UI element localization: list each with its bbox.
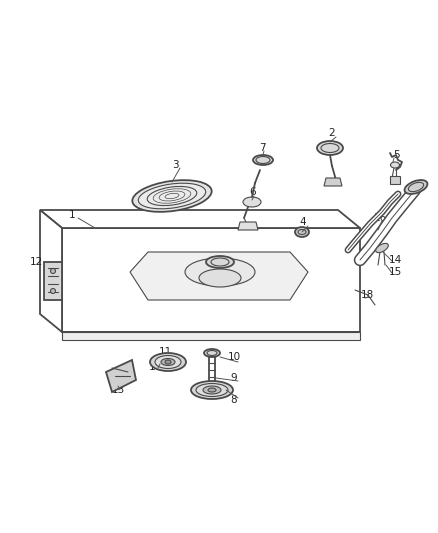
Ellipse shape [253,155,273,165]
Ellipse shape [376,244,389,253]
Text: 9: 9 [231,373,237,383]
Ellipse shape [50,269,56,273]
Text: 14: 14 [389,255,402,265]
Text: 5: 5 [394,150,400,160]
Text: 2: 2 [328,128,336,138]
Text: 13: 13 [111,385,125,395]
Text: 12: 12 [29,257,42,267]
Ellipse shape [150,353,186,371]
Polygon shape [130,252,308,300]
Ellipse shape [317,141,343,155]
Text: 8: 8 [231,395,237,405]
Text: 11: 11 [159,347,172,357]
Ellipse shape [50,288,56,294]
Text: 7: 7 [259,143,265,153]
Ellipse shape [203,386,221,394]
Text: 3: 3 [172,160,178,170]
Ellipse shape [405,180,427,194]
Text: 6: 6 [250,187,256,197]
Ellipse shape [155,356,181,368]
Polygon shape [324,178,342,186]
Ellipse shape [132,180,212,212]
Polygon shape [40,210,360,228]
Ellipse shape [391,162,399,168]
Text: 17: 17 [148,362,162,372]
Text: 10: 10 [227,352,240,362]
Ellipse shape [295,227,309,237]
Text: 16: 16 [373,213,387,223]
Ellipse shape [208,388,216,392]
Ellipse shape [138,183,206,209]
Ellipse shape [243,197,261,207]
Ellipse shape [191,381,233,399]
Polygon shape [44,262,62,300]
Ellipse shape [199,269,241,287]
Ellipse shape [185,258,255,286]
Polygon shape [390,176,400,184]
Ellipse shape [204,349,220,357]
Polygon shape [40,210,62,332]
Text: 18: 18 [360,290,374,300]
Ellipse shape [165,360,171,364]
Polygon shape [106,360,136,392]
Text: 15: 15 [389,267,402,277]
Polygon shape [62,228,360,332]
Text: 1: 1 [69,210,75,220]
Ellipse shape [196,384,228,397]
Ellipse shape [161,359,175,366]
Polygon shape [238,222,258,230]
Polygon shape [62,332,360,340]
Ellipse shape [206,256,234,268]
Text: 4: 4 [300,217,306,227]
